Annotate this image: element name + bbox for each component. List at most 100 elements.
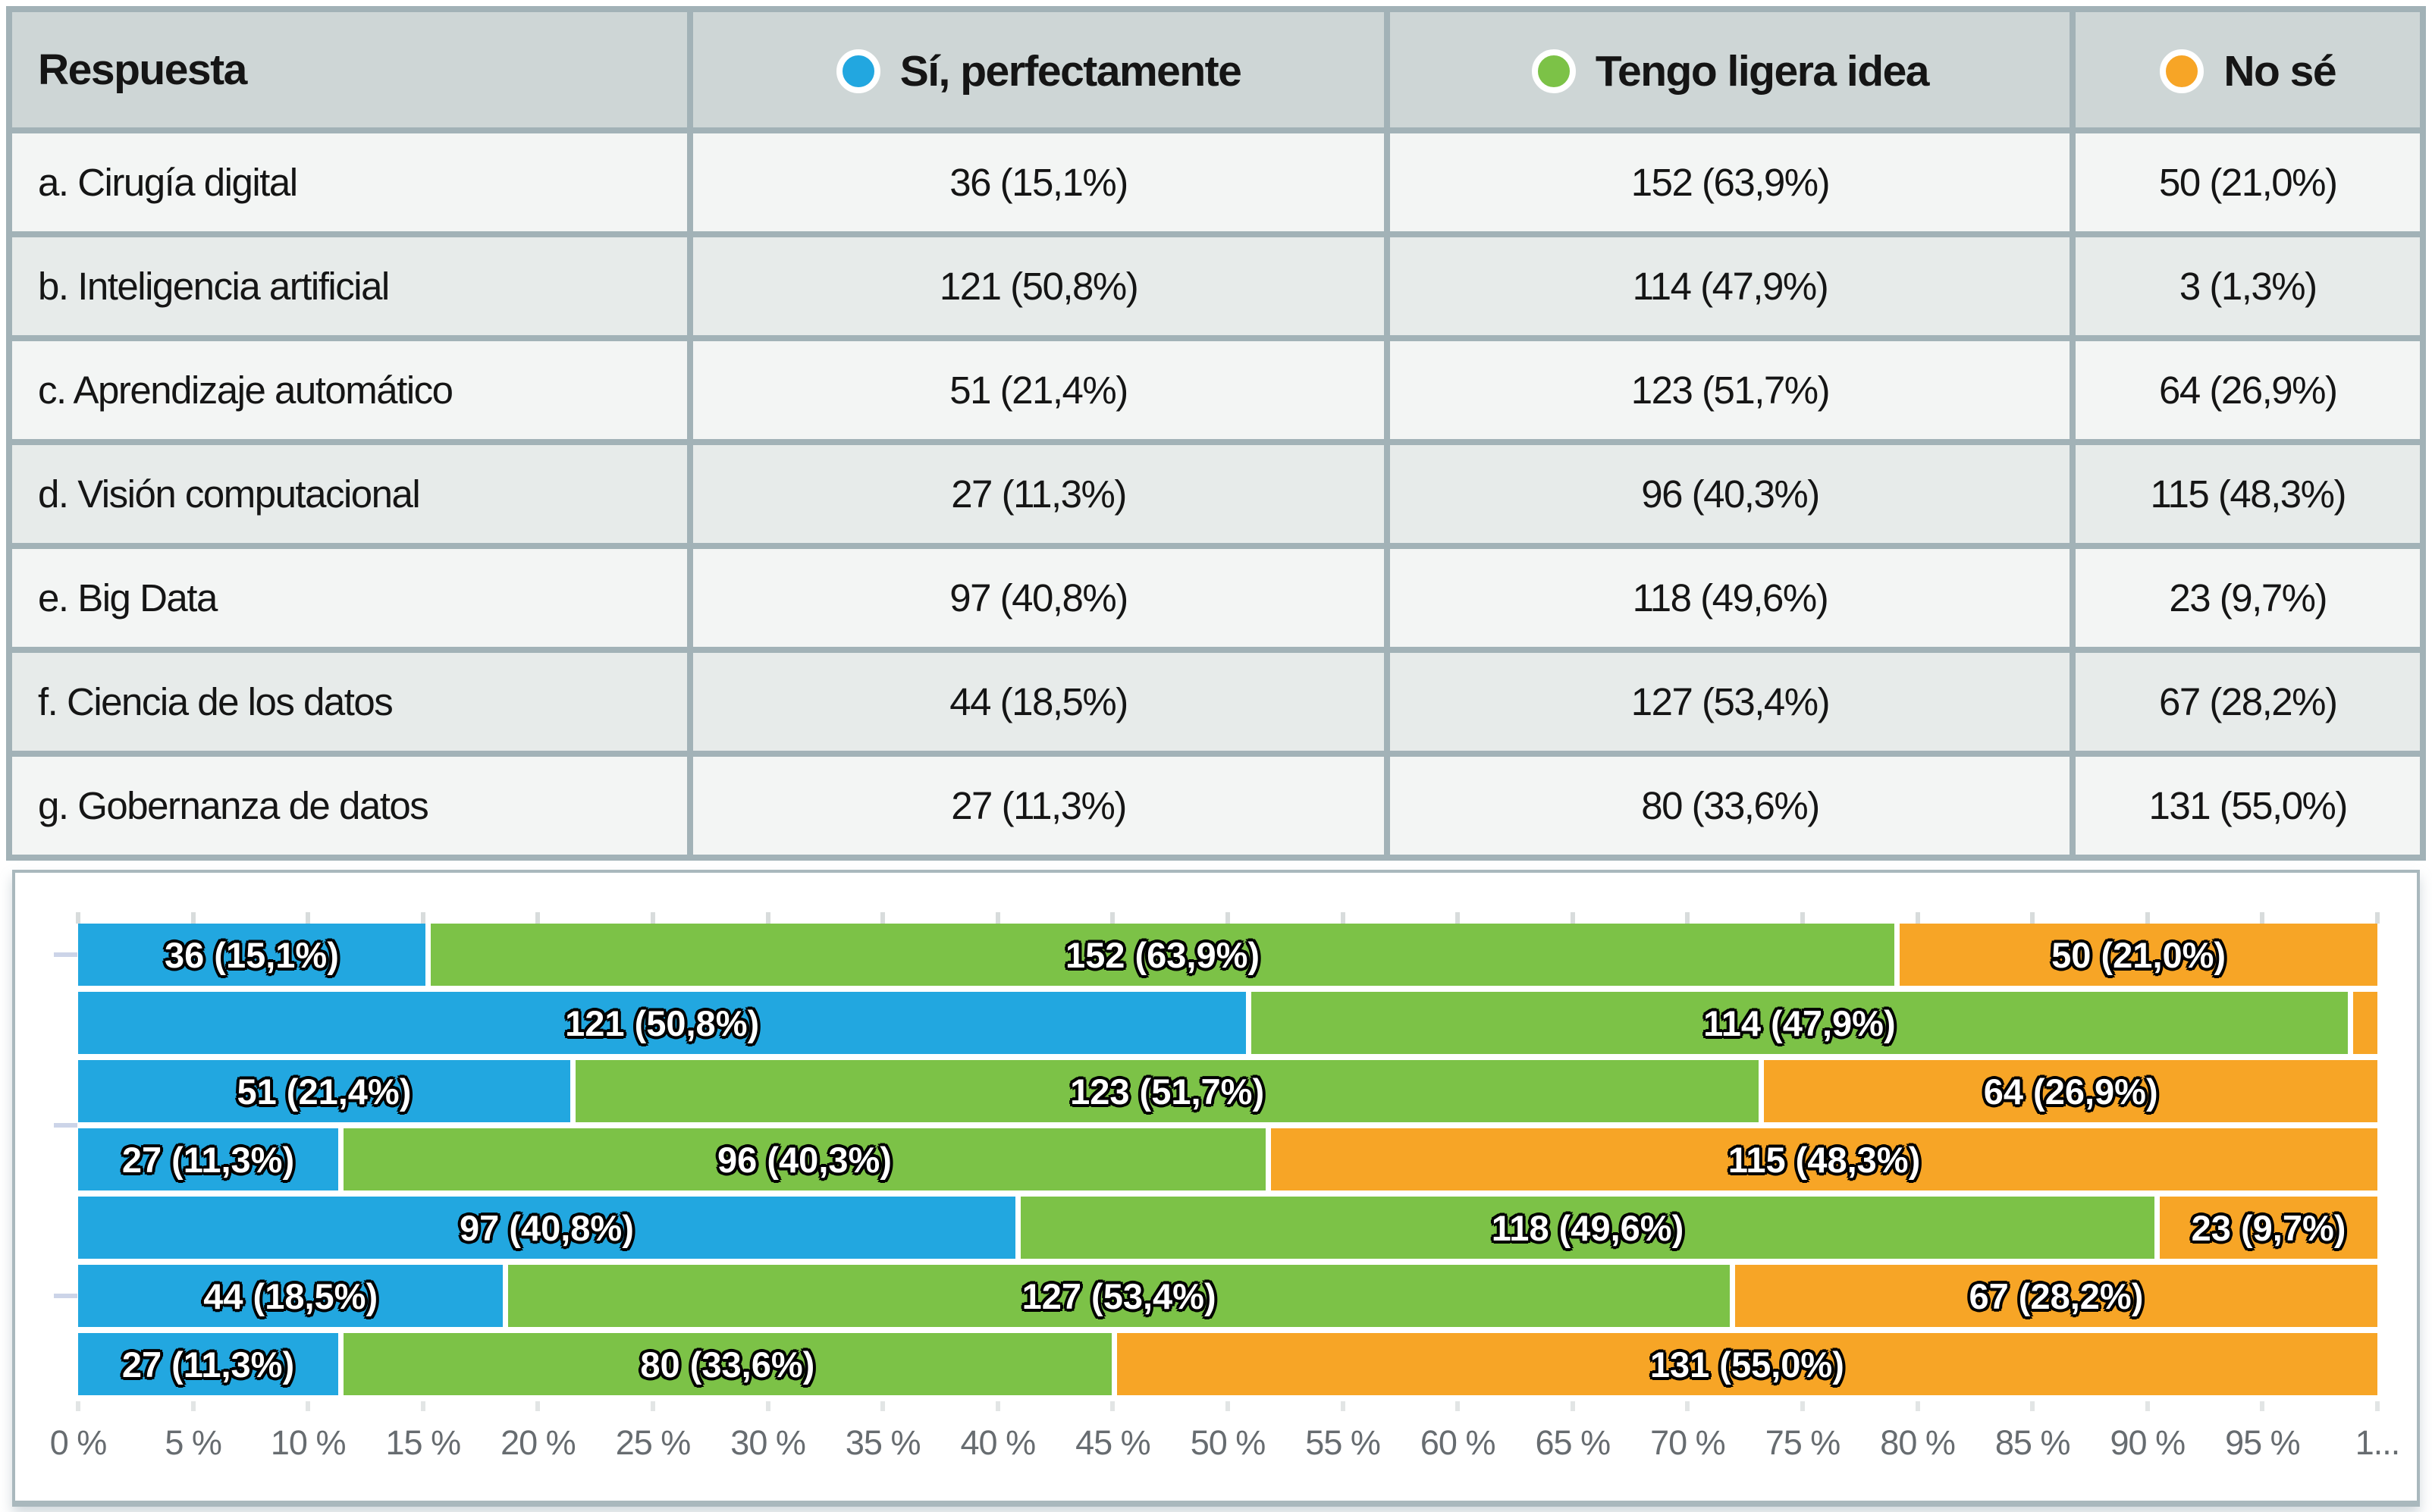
- bar-row: 36 (15,1%) 152 (63,9%) 50 (21,0%): [78, 924, 2377, 986]
- x-axis-tick-label: 50 %: [1190, 1423, 1266, 1462]
- axis-tick-icon: [76, 1401, 80, 1411]
- bar-segment-ligera: 118 (49,6%): [1015, 1197, 2155, 1259]
- bar-segment-si: 97 (40,8%): [78, 1197, 1015, 1259]
- y-axis-tick-icon: [54, 952, 77, 957]
- x-axis-tick-label: 85 %: [1994, 1423, 2071, 1462]
- bar-segment-nose: 115 (48,3%): [1266, 1128, 2377, 1190]
- top-axis-ticks: [76, 912, 2380, 924]
- x-axis-tick-label: 90 %: [2110, 1423, 2186, 1462]
- axis-tick-icon: [765, 1401, 770, 1411]
- value-cell: 123 (51,7%): [1384, 335, 2076, 445]
- bar-value-label: 115 (48,3%): [1728, 1139, 1921, 1180]
- column-header-si: Sí, perfectamente: [686, 6, 1391, 133]
- y-axis-tick-icon: [54, 1294, 77, 1298]
- bottom-axis-ticks: [76, 1401, 2380, 1411]
- axis-tick-icon: [651, 1401, 655, 1411]
- axis-tick-icon: [535, 1401, 541, 1411]
- value-cell: 44 (18,5%): [686, 647, 1391, 757]
- axis-tick-icon: [880, 912, 886, 924]
- table-row: e. Big Data 97 (40,8%) 118 (49,6%) 23 (9,7%…: [6, 543, 2426, 653]
- x-axis-tick-label: 45 %: [1075, 1423, 1151, 1462]
- axis-tick-icon: [1225, 912, 1230, 924]
- bar-value-label: 67 (28,2%): [1969, 1275, 2144, 1316]
- x-axis-tick-label: 60 %: [1420, 1423, 1496, 1462]
- bar-value-label: 121 (50,8%): [565, 1002, 760, 1043]
- plot-area: 36 (15,1%) 152 (63,9%) 50 (21,0%) 121 (50,8…: [54, 912, 2380, 1411]
- x-axis-tick-label: 25 %: [615, 1423, 692, 1462]
- axis-tick-icon: [2260, 1401, 2265, 1411]
- axis-tick-icon: [2030, 912, 2035, 924]
- axis-tick-icon: [1570, 1401, 1575, 1411]
- x-axis-tick-label: 5 %: [165, 1423, 222, 1462]
- x-axis-labels: 0 % 5 % 10 % 15 % 20 % 25 % 30 % 35 % 40 % 45 % 50…: [50, 1423, 2401, 1470]
- axis-tick-icon: [1455, 912, 1461, 924]
- bar-segment-ligera: 123 (51,7%): [570, 1060, 1759, 1122]
- axis-tick-icon: [1110, 912, 1116, 924]
- x-axis-tick-label: 10 %: [270, 1423, 347, 1462]
- column-header-respuesta: Respuesta: [6, 6, 693, 133]
- bar-value-label: 50 (21,0%): [2051, 934, 2226, 975]
- axis-tick-icon: [1800, 1401, 1805, 1411]
- bar-segment-si: 121 (50,8%): [78, 992, 1247, 1054]
- legend-dot-si-icon: [836, 49, 880, 93]
- bar-value-label: 152 (63,9%): [1065, 934, 1260, 975]
- bar-value-label: 123 (51,7%): [1070, 1071, 1265, 1112]
- axis-tick-icon: [2145, 912, 2150, 924]
- bar-segment-si: 44 (18,5%): [78, 1265, 504, 1327]
- axis-tick-icon: [76, 912, 80, 924]
- bar-value-label: 131 (55,0%): [1649, 1344, 1844, 1385]
- value-cell: 36 (15,1%): [686, 127, 1391, 237]
- value-cell: 80 (33,6%): [1384, 751, 2076, 861]
- bar-value-label: 27 (11,3%): [121, 1344, 295, 1385]
- axis-tick-icon: [190, 1401, 196, 1411]
- x-axis-tick-label: 80 %: [1880, 1423, 1956, 1462]
- axis-tick-icon: [420, 912, 425, 924]
- value-cell: 152 (63,9%): [1384, 127, 2076, 237]
- axis-tick-icon: [190, 912, 196, 924]
- row-label-cell: d. Visión computacional: [6, 439, 693, 549]
- row-label-cell: f. Ciencia de los datos: [6, 647, 693, 757]
- bar-value-label: 64 (26,9%): [1983, 1071, 2158, 1112]
- column-header-nose: No sé: [2070, 6, 2426, 133]
- axis-tick-icon: [1340, 912, 1345, 924]
- axis-tick-icon: [1340, 1401, 1345, 1411]
- axis-tick-icon: [2375, 1401, 2380, 1411]
- bar-value-label: 80 (33,6%): [640, 1344, 815, 1385]
- row-label-cell: b. Inteligencia artificial: [6, 231, 693, 341]
- axis-tick-icon: [2375, 912, 2380, 924]
- row-label-cell: e. Big Data: [6, 543, 693, 653]
- value-cell: 115 (48,3%): [2070, 439, 2426, 549]
- bar-segment-ligera: 127 (53,4%): [503, 1265, 1730, 1327]
- table-header-row: Respuesta Sí, perfectamente Tengo ligera…: [6, 6, 2426, 133]
- bar-segment-ligera: 152 (63,9%): [425, 924, 1895, 986]
- axis-tick-icon: [2260, 912, 2265, 924]
- x-axis-tick-label: 40 %: [960, 1423, 1037, 1462]
- column-header-si-label: Sí, perfectamente: [899, 46, 1242, 96]
- value-cell: 127 (53,4%): [1384, 647, 2076, 757]
- value-cell: 23 (9,7%): [2070, 543, 2426, 653]
- value-cell: 27 (11,3%): [686, 751, 1391, 861]
- x-axis-tick-label: 75 %: [1765, 1423, 1841, 1462]
- results-table: Respuesta Sí, perfectamente Tengo ligera…: [6, 6, 2426, 861]
- bar-value-label: 118 (49,6%): [1491, 1207, 1684, 1248]
- table-header: Respuesta Sí, perfectamente Tengo ligera…: [6, 6, 2426, 133]
- bar-value-label: 23 (9,7%): [2191, 1207, 2346, 1248]
- value-cell: 50 (21,0%): [2070, 127, 2426, 237]
- axis-tick-icon: [1915, 912, 1920, 924]
- bar-value-label: 36 (15,1%): [164, 934, 339, 975]
- axis-tick-icon: [1915, 1401, 1920, 1411]
- axis-tick-icon: [1685, 912, 1690, 924]
- value-cell: 67 (28,2%): [2070, 647, 2426, 757]
- axis-tick-icon: [306, 1401, 311, 1411]
- bar-segment-si: 51 (21,4%): [78, 1060, 570, 1122]
- bar-segment-ligera: 114 (47,9%): [1246, 992, 2348, 1054]
- axis-tick-icon: [1110, 1401, 1116, 1411]
- axis-tick-icon: [880, 1401, 886, 1411]
- value-cell: 97 (40,8%): [686, 543, 1391, 653]
- bar-value-label: 114 (47,9%): [1703, 1002, 1896, 1043]
- x-axis-tick-label: 20 %: [501, 1423, 576, 1462]
- x-axis-tick-label: 65 %: [1535, 1423, 1611, 1462]
- axis-tick-icon: [1455, 1401, 1461, 1411]
- bar-value-label: 97 (40,8%): [459, 1207, 634, 1248]
